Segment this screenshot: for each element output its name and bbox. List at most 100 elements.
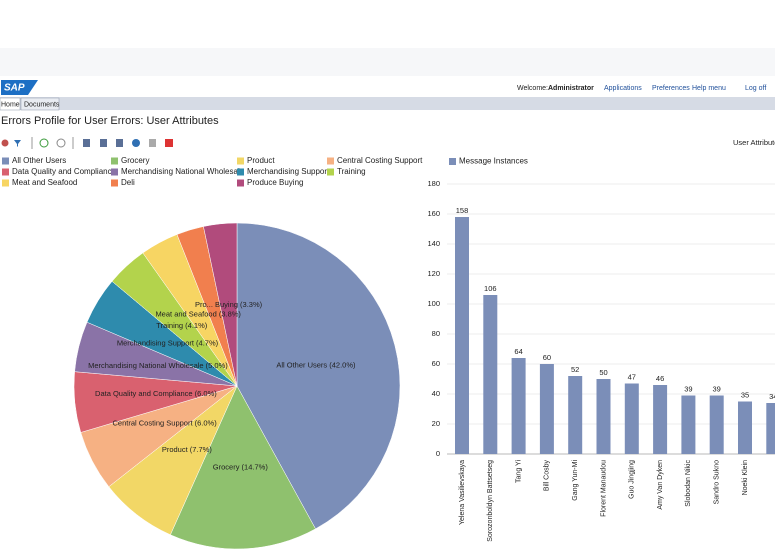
legend-label: Product: [247, 156, 275, 165]
tool-icon[interactable]: [149, 139, 156, 147]
tool-icon[interactable]: [100, 139, 107, 147]
legend-label: Produce Buying: [247, 178, 303, 187]
x-tick-label: Noeki Klein: [742, 460, 749, 496]
bar: [738, 401, 752, 454]
legend-label: Central Costing Support: [337, 156, 423, 165]
slice-label: Merchandising Support (4.7%): [117, 338, 219, 347]
legend-label: Grocery: [121, 156, 149, 165]
bar: [653, 385, 668, 454]
bar: [511, 358, 526, 454]
x-tick-label: Florent Manaudou: [600, 460, 607, 517]
slice-label: Pro... Buying (3.3%): [195, 300, 263, 309]
tab-documents-bg[interactable]: [20, 97, 60, 111]
page-title: Errors Profile for User Errors: User Att…: [1, 115, 219, 127]
slice-label: All Other Users (42.0%): [276, 361, 356, 370]
value-label: 60: [543, 353, 551, 362]
logo-shape: [1, 80, 38, 95]
value-label: 52: [571, 365, 579, 374]
tool-icon[interactable]: [39, 138, 49, 148]
bar: [596, 379, 611, 454]
y-tick-label: 180: [427, 179, 440, 188]
legend-label: Deli: [121, 178, 135, 187]
x-tick-label: Tang Yi: [515, 460, 522, 483]
legend-label: Training: [337, 167, 366, 176]
y-tick-label: 40: [432, 389, 440, 398]
y-tick-label: 0: [436, 449, 440, 458]
slice-label: Data Quality and Compliance (6.0%): [95, 389, 217, 398]
slice-label: Meat and Seafood (3.8%): [155, 309, 241, 318]
value-label: 50: [599, 368, 607, 377]
legend-swatch: [111, 179, 118, 187]
logoff[interactable]: Log off: [745, 85, 766, 92]
bar: [568, 376, 583, 454]
top-band: [0, 48, 775, 76]
welcome: Welcome:: [517, 85, 548, 92]
pie-slice: [236, 222, 401, 530]
legend-label: Merchandising National Wholesale: [121, 167, 245, 176]
tool-icon[interactable]: [14, 140, 21, 147]
legend-swatch: [327, 157, 334, 165]
slice-label: Central Costing Support (6.0%): [113, 418, 218, 427]
menu-preferences[interactable]: Preferences: [652, 85, 690, 92]
tab-bar: [0, 97, 775, 110]
value-label: 35: [741, 390, 749, 399]
value-label: 158: [456, 206, 469, 215]
menu-applications[interactable]: Applications: [604, 85, 642, 92]
bar: [539, 364, 554, 454]
x-tick-label: Amy Van Dyken: [657, 460, 664, 510]
tool-icon[interactable]: [116, 139, 123, 147]
x-tick-label: Bill Cosby: [544, 460, 551, 492]
tool-icon[interactable]: [1, 139, 9, 147]
legend-swatch: [111, 168, 118, 176]
legend-swatch: [237, 157, 244, 165]
legend-swatch: [327, 168, 334, 176]
tool-icon[interactable]: [83, 139, 90, 147]
legend-swatch: [237, 179, 244, 187]
legend-swatch: [2, 168, 9, 176]
toolbar: [1, 137, 173, 149]
tool-icon[interactable]: [165, 139, 173, 147]
y-tick-label: 140: [427, 239, 440, 248]
tab-home-bg[interactable]: [0, 97, 21, 111]
legend-label: Data Quality and Compliance: [12, 167, 117, 176]
tool-icon[interactable]: [132, 139, 140, 147]
value-label: 46: [656, 374, 664, 383]
tab-documents[interactable]: Documents: [24, 101, 60, 108]
legend-swatch: [111, 157, 118, 165]
value-label: 39: [713, 384, 721, 393]
y-tick-label: 20: [432, 419, 440, 428]
slice-label: Grocery (14.7%): [213, 462, 269, 471]
bar: [483, 295, 498, 454]
user-name: Administrator: [548, 85, 594, 92]
menu-help[interactable]: Help menu: [692, 85, 726, 92]
legend-swatch: [2, 157, 9, 165]
x-tick-label: Sandro Sukno: [714, 460, 721, 504]
pie-slice: [203, 222, 238, 387]
x-tick-label: Gang Yun-Mi: [572, 460, 579, 501]
slice-label: Product (7.7%): [162, 445, 213, 454]
bar: [681, 395, 696, 454]
value-label: 34: [769, 392, 775, 401]
bar: [766, 403, 775, 454]
x-tick-label: Yelena Vasilievskaya: [459, 460, 466, 525]
tool-icon[interactable]: [56, 138, 66, 148]
bar: [624, 383, 639, 454]
legend-label: Meat and Seafood: [12, 178, 77, 187]
logo: SAP: [4, 83, 25, 94]
chart-title: User Attribute: [733, 138, 775, 147]
y-tick-label: 100: [427, 299, 440, 308]
tab-home[interactable]: Home: [1, 101, 20, 108]
y-tick-label: 120: [427, 269, 440, 278]
app-header: [0, 77, 775, 97]
value-label: 47: [628, 372, 636, 381]
x-tick-label: Slobodan Nikic: [685, 460, 692, 507]
value-label: 39: [684, 384, 692, 393]
bar: [709, 395, 724, 454]
value-label: 106: [484, 284, 497, 293]
y-tick-label: 80: [432, 329, 440, 338]
legend-label: Merchandising Support: [247, 167, 330, 176]
x-tick-label: Guo Jingjing: [629, 460, 636, 499]
legend-label: Message Instances: [459, 157, 528, 166]
legend-swatch: [449, 158, 456, 165]
